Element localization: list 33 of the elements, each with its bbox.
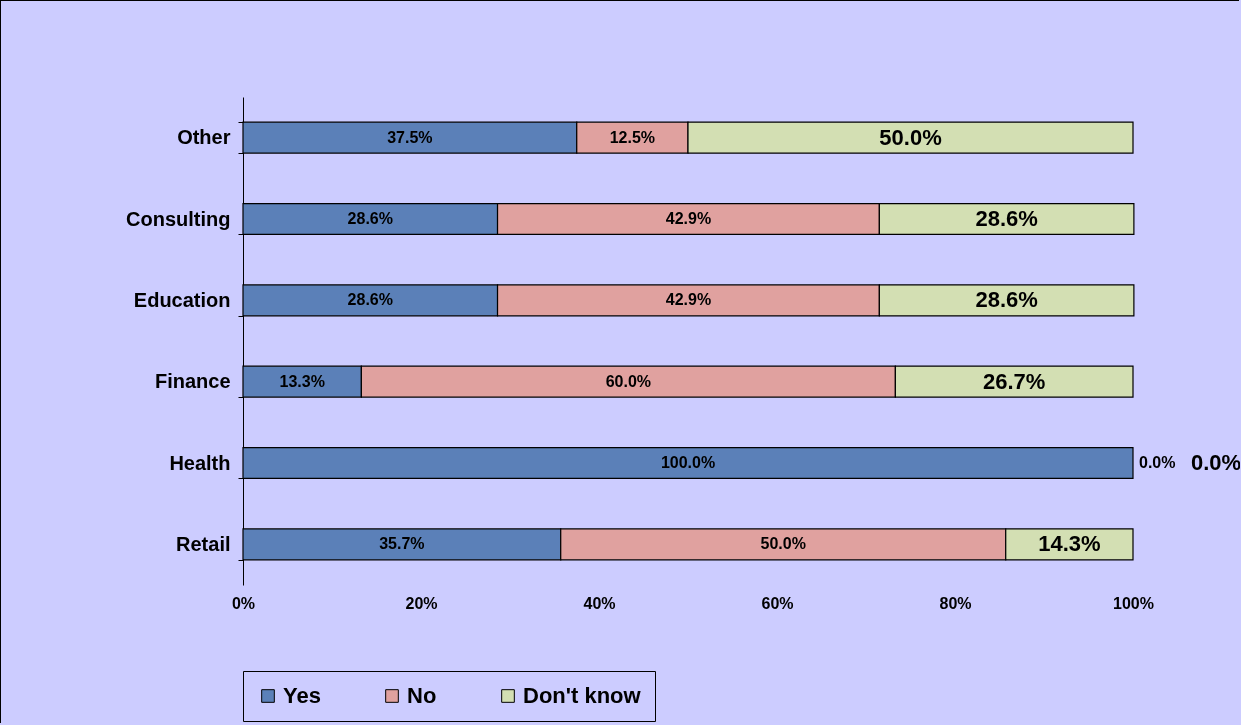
data-label: 0.0% (1191, 450, 1241, 475)
y-tick-label: Other (177, 126, 231, 149)
data-label: 50.0% (760, 535, 806, 553)
data-label: 28.6% (347, 210, 393, 227)
x-tick-label: 100% (1113, 594, 1154, 612)
data-label: 42.9% (665, 210, 712, 227)
data-label: 26.7% (982, 368, 1046, 394)
data-label: 28.6% (347, 291, 393, 309)
y-tick-label: Retail (176, 532, 231, 555)
data-label: 42.9% (665, 291, 712, 309)
data-label: 37.5% (387, 128, 433, 146)
data-label: 12.5% (609, 128, 656, 146)
data-label: 100.0% (660, 454, 716, 471)
data-label: 28.6% (975, 287, 1038, 313)
legend-label: Yes (283, 683, 321, 708)
x-tick-label: 60% (761, 594, 794, 612)
legend-label: Don't know (523, 683, 642, 708)
data-label: 35.7% (379, 535, 425, 553)
y-tick-label: Finance (154, 370, 231, 393)
x-tick-label: 0% (231, 594, 256, 612)
data-label: 14.3% (1038, 531, 1101, 557)
data-label: 28.6% (975, 206, 1038, 231)
data-label: 13.3% (279, 372, 325, 390)
legend-label: No (407, 683, 437, 708)
y-tick-label: Education (133, 288, 231, 311)
data-label: 0.0% (1139, 454, 1176, 471)
x-tick-label: 20% (405, 594, 438, 612)
y-tick-label: Health (169, 451, 231, 474)
x-tick-label: 40% (583, 594, 616, 612)
y-tick-label: Consulting (126, 207, 231, 230)
x-tick-label: 80% (939, 594, 972, 612)
data-label: 50.0% (879, 124, 942, 150)
data-label: 60.0% (605, 372, 652, 390)
